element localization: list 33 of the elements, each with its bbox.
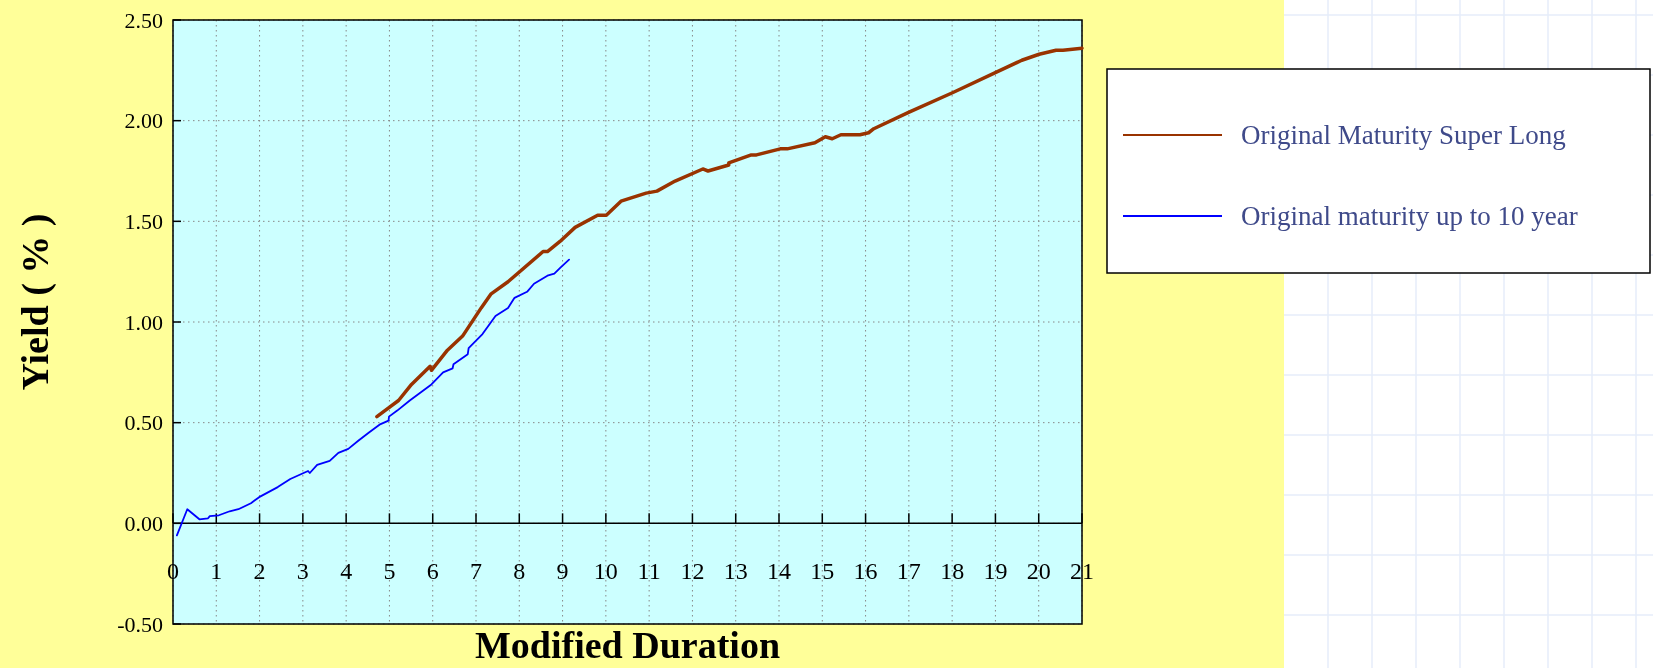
x-tick-label: 14 [767, 558, 791, 585]
x-tick-label: 15 [810, 558, 835, 585]
y-tick-label: -0.50 [117, 611, 163, 637]
x-tick-label: 1 [210, 558, 223, 585]
x-tick-label: 7 [470, 558, 482, 585]
x-axis-title: Modified Duration [474, 624, 781, 666]
line-series [375, 46, 1084, 419]
y-tick-label: 1.00 [124, 309, 163, 335]
y-axis-title: Yield ( % ) [14, 213, 57, 391]
x-tick-label: 3 [296, 558, 309, 585]
x-tick-label: 17 [896, 558, 921, 585]
y-tick-label: 0.00 [124, 511, 163, 537]
x-tick-label: 5 [383, 558, 396, 585]
x-tick-label: 2 [253, 558, 266, 585]
x-tick-label: 18 [940, 558, 965, 585]
legend-label: Original Maturity Super Long [1241, 120, 1566, 151]
line-series [176, 258, 570, 537]
x-tick-label: 4 [340, 558, 353, 585]
y-tick-label: 0.50 [124, 410, 163, 436]
x-tick-label: 8 [513, 558, 526, 585]
legend-label: Original maturity up to 10 year [1241, 201, 1578, 232]
x-tick-label: 13 [723, 558, 748, 585]
x-tick-label: 20 [1026, 558, 1051, 585]
y-tick-label: 2.50 [124, 7, 163, 33]
y-tick-label: 2.00 [124, 108, 163, 134]
x-tick-label: 9 [556, 558, 569, 585]
x-tick-label: 10 [593, 558, 618, 585]
x-tick-label: 6 [426, 558, 439, 585]
y-tick-label: 1.50 [124, 209, 163, 235]
x-tick-label: 12 [680, 558, 705, 585]
x-tick-label: 19 [983, 558, 1008, 585]
x-tick-label: 11 [637, 558, 661, 585]
x-tick-label: 16 [853, 558, 878, 585]
